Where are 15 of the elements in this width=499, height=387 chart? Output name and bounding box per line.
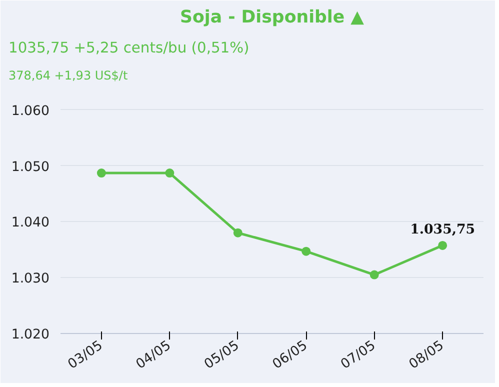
y-tick-label: 1.040 — [11, 216, 50, 231]
text: 378,64 +1,93 US$/t — [8, 68, 128, 82]
point — [96, 168, 106, 178]
point — [165, 168, 174, 178]
point — [370, 270, 379, 280]
data-label: 1.035,75 — [410, 221, 476, 238]
y-tick-label: 1.020 — [11, 328, 50, 342]
point — [438, 240, 448, 250]
chart-subtitle: 1035,75 +5,25 cents/bu (0,51%) — [8, 40, 250, 56]
chart-title: Soja - Disponible ▲ — [180, 8, 365, 28]
y-tick-label: 1.030 — [11, 272, 50, 287]
point — [233, 228, 242, 238]
y-tick-label: 1.060 — [11, 104, 50, 119]
y-tick-label: 1.050 — [11, 160, 50, 175]
point — [302, 246, 311, 256]
